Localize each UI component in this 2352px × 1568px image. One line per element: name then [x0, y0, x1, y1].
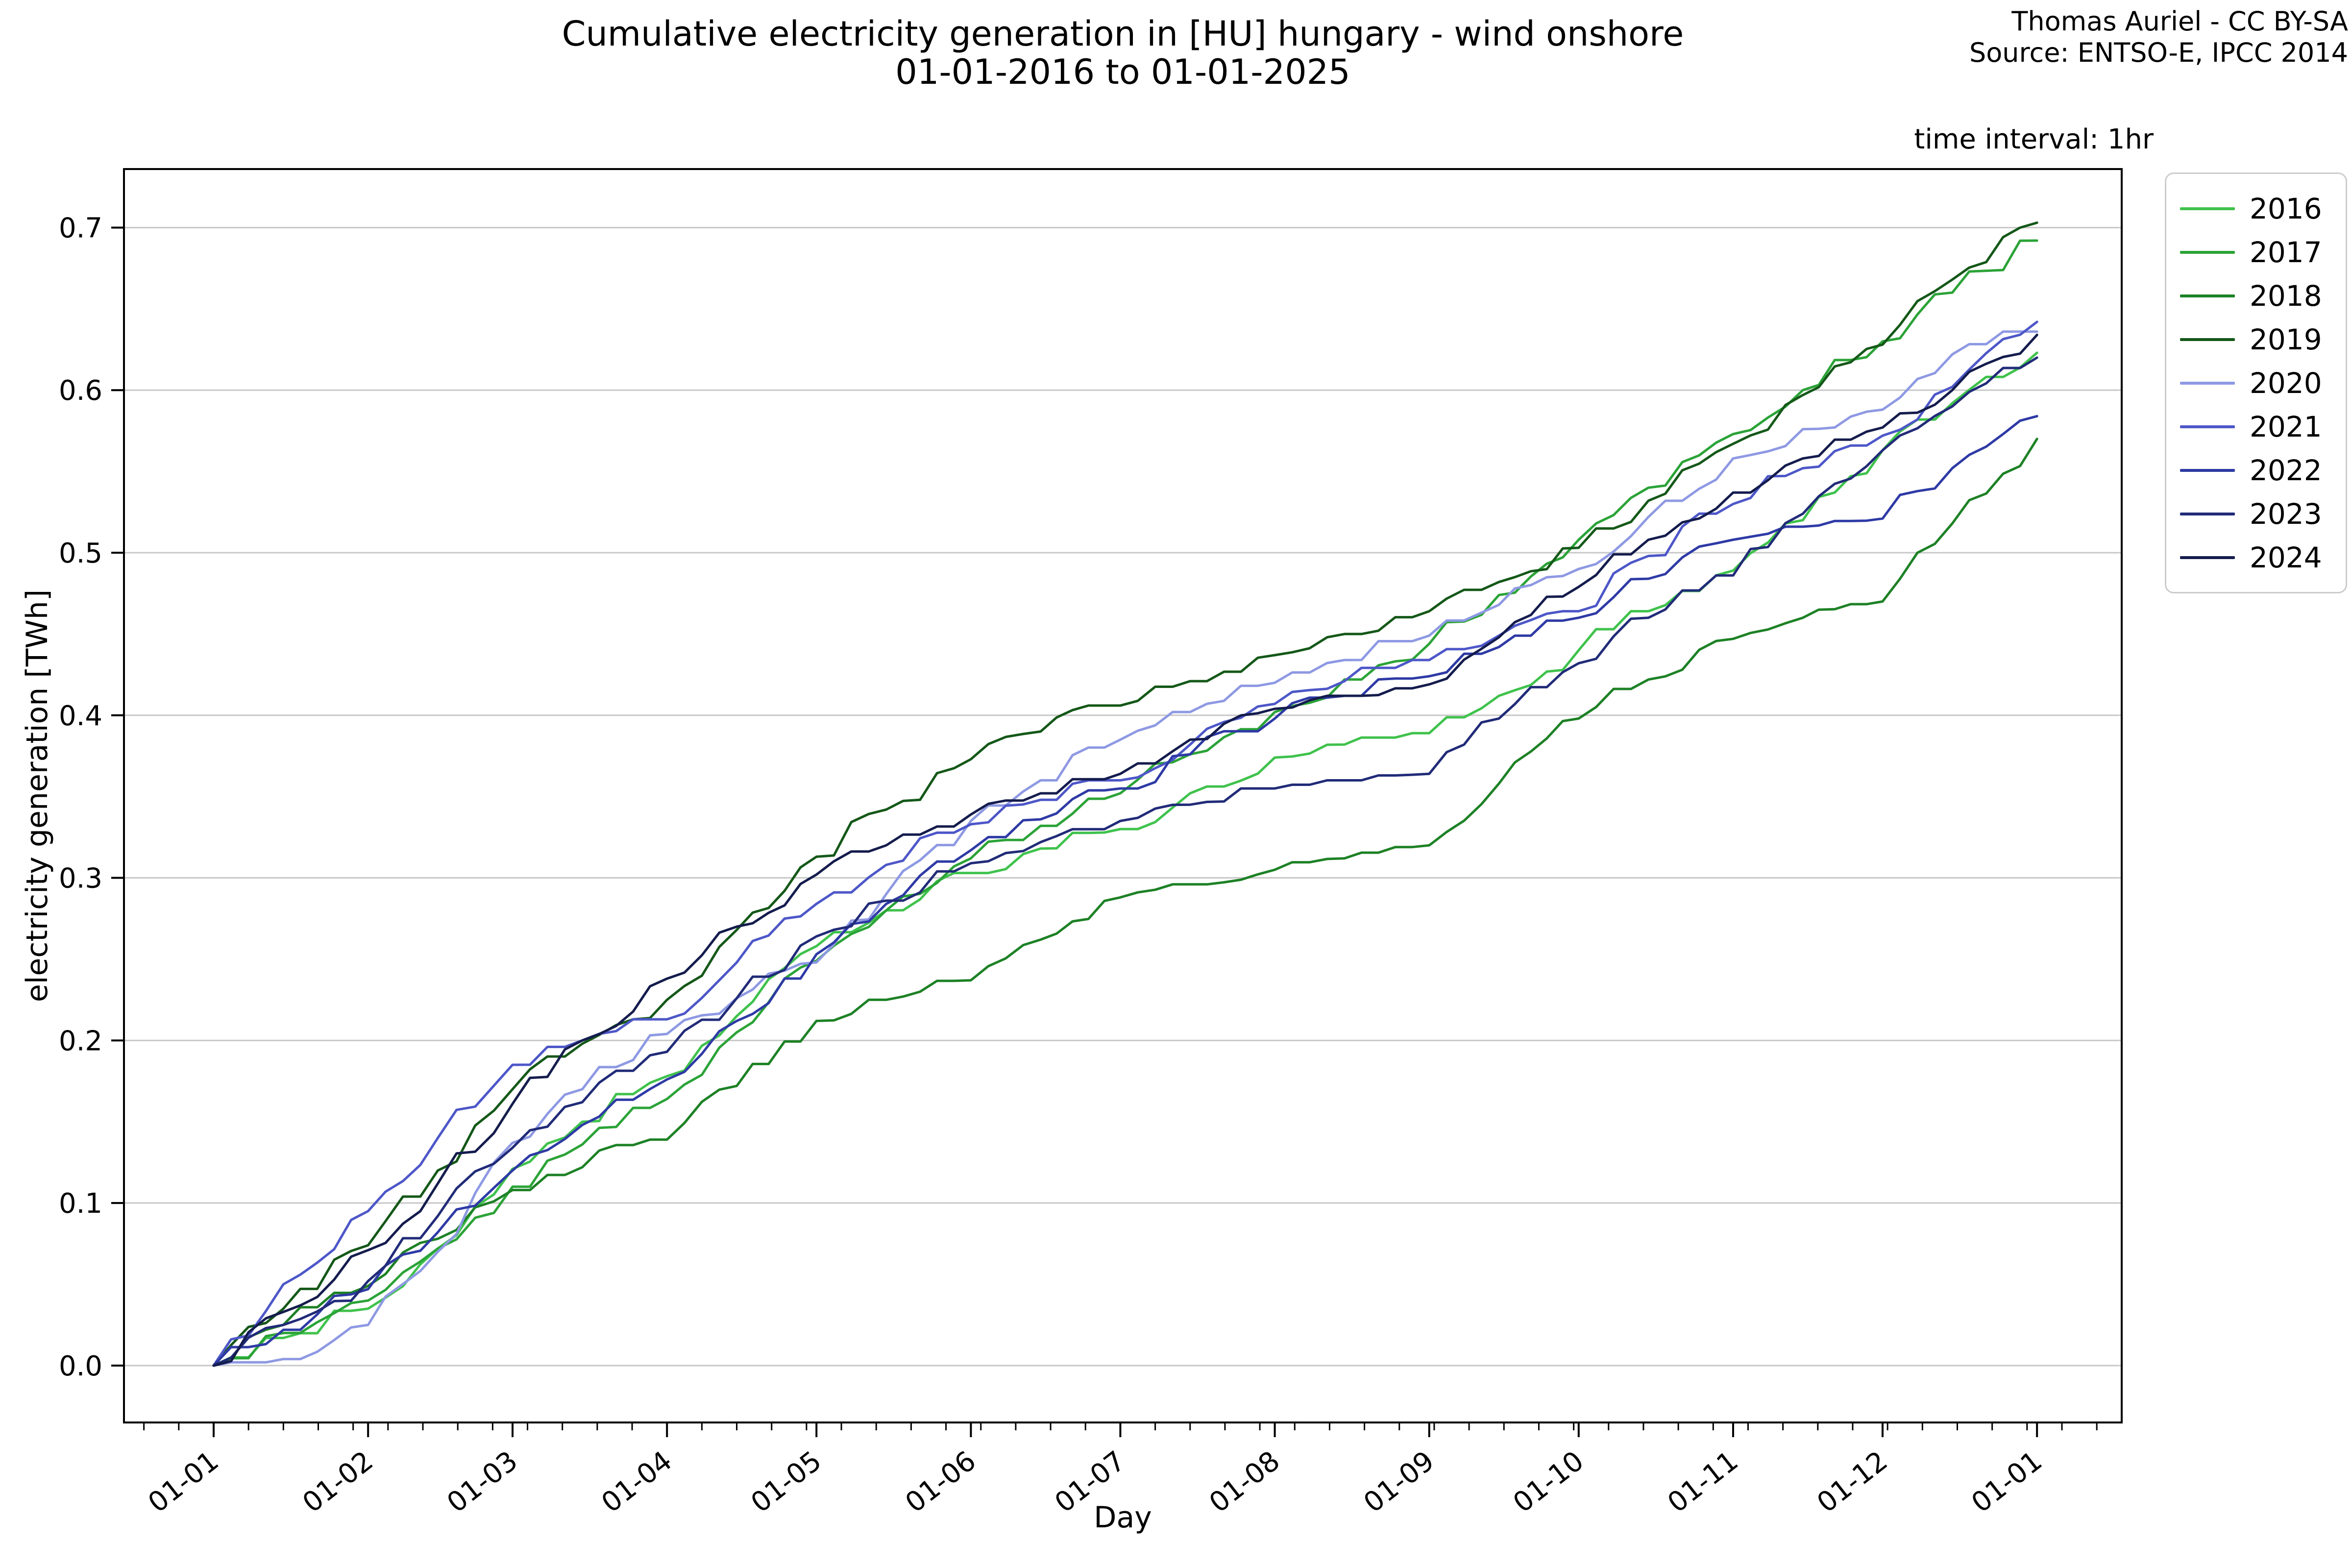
legend-entry-2017: 2017	[2180, 230, 2346, 274]
legend-label: 2018	[2250, 279, 2322, 313]
legend-line-swatch	[2180, 207, 2235, 210]
chart-title: Cumulative electricity generation in [HU…	[124, 15, 2122, 92]
legend-label: 2017	[2250, 235, 2322, 269]
series-line-2021	[212, 320, 2038, 1367]
attribution-source: Source: ENTSO-E, IPCC 2014	[1969, 37, 2348, 68]
series-line-2018	[212, 438, 2038, 1367]
legend-line-swatch	[2180, 294, 2235, 297]
y-tick-label: 0.7	[59, 212, 102, 244]
legend-entry-2022: 2022	[2180, 448, 2346, 492]
attribution: Thomas Auriel - CC BY-SA Source: ENTSO-E…	[1969, 6, 2348, 68]
legend-line-swatch	[2180, 512, 2235, 515]
series-line-2017	[212, 239, 2038, 1367]
chart-title-line1: Cumulative electricity generation in [HU…	[562, 14, 1684, 54]
legend-entry-2021: 2021	[2180, 405, 2346, 448]
y-tick-label: 0.6	[59, 375, 102, 407]
legend-entry-2023: 2023	[2180, 492, 2346, 536]
series-line-2023	[212, 356, 2038, 1367]
legend-entry-2024: 2024	[2180, 536, 2346, 579]
legend-label: 2023	[2250, 497, 2322, 531]
legend-entry-2016: 2016	[2180, 187, 2346, 230]
legend-label: 2020	[2250, 366, 2322, 400]
series-line-2022	[212, 415, 2038, 1367]
series-line-2019	[212, 221, 2038, 1367]
y-tick-label: 0.4	[59, 700, 102, 732]
legend-label: 2016	[2250, 192, 2322, 225]
time-interval-annotation: time interval: 1hr	[1914, 123, 2154, 155]
legend-box: 2016 2017 2018 2019 2020 2021 2022 2023 2024	[2165, 172, 2347, 593]
legend-line-swatch	[2180, 338, 2235, 341]
legend-line-swatch	[2180, 250, 2235, 254]
x-axis-label: Day	[1094, 1500, 1152, 1535]
y-tick-label: 0.1	[59, 1188, 102, 1220]
y-tick-label: 0.0	[59, 1350, 102, 1382]
attribution-author: Thomas Auriel - CC BY-SA	[2011, 6, 2348, 37]
legend-entry-2020: 2020	[2180, 361, 2346, 405]
legend-label: 2024	[2250, 540, 2322, 574]
legend-line-swatch	[2180, 556, 2235, 559]
legend-entry-2019: 2019	[2180, 318, 2346, 361]
plot-border	[123, 168, 2123, 1423]
legend-label: 2021	[2250, 410, 2322, 443]
y-tick-label: 0.2	[59, 1025, 102, 1057]
series-line-2016	[212, 351, 2038, 1367]
legend-label: 2019	[2250, 322, 2322, 356]
legend-label: 2022	[2250, 453, 2322, 487]
legend-line-swatch	[2180, 468, 2235, 472]
legend-line-swatch	[2180, 381, 2235, 385]
y-tick-label: 0.5	[59, 538, 102, 569]
series-line-2024	[212, 333, 2038, 1367]
chart-title-line2: 01-01-2016 to 01-01-2025	[895, 52, 1350, 93]
y-axis-label: electricity generation [TWh]	[20, 589, 54, 1003]
legend-line-swatch	[2180, 425, 2235, 428]
y-tick-label: 0.3	[59, 863, 102, 895]
series-line-2020	[212, 330, 2038, 1367]
legend-entry-2018: 2018	[2180, 274, 2346, 318]
